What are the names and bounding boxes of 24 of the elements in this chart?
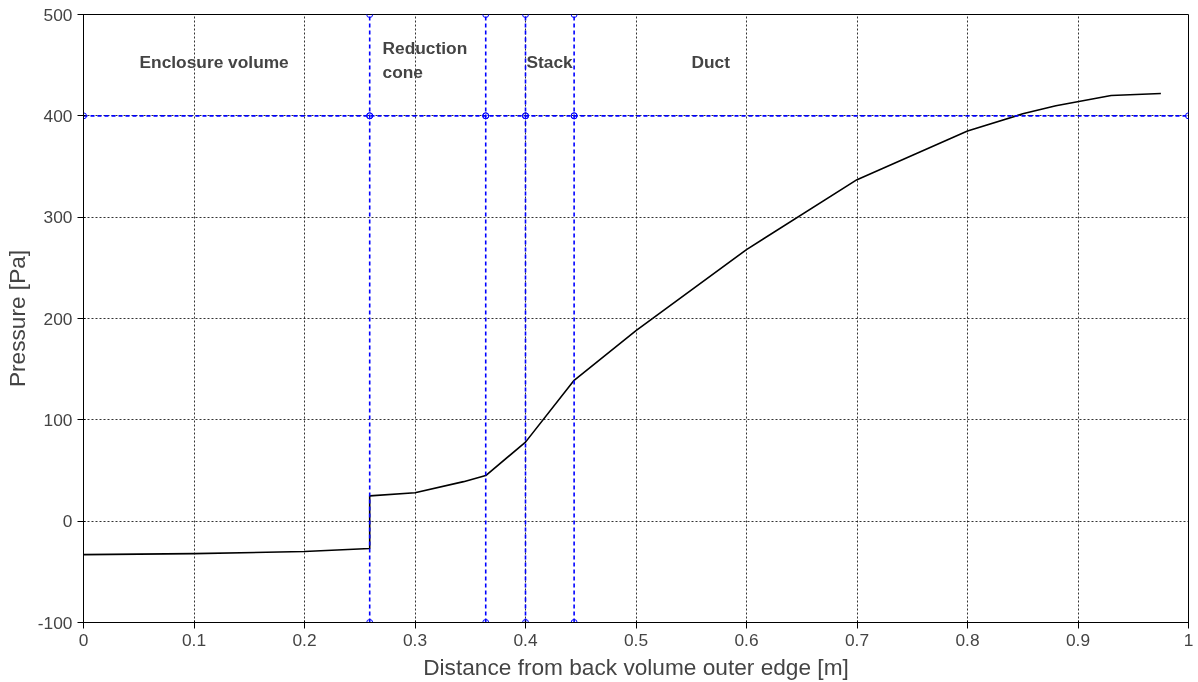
x-axis-title: Distance from back volume outer edge [m] [423, 653, 849, 680]
annotation: Duct [691, 51, 731, 72]
x-tick-label: 0.4 [513, 629, 538, 650]
y-tick-label: 100 [43, 409, 73, 430]
annotation: Stack [526, 51, 574, 72]
y-tick-label: 200 [43, 308, 73, 329]
y-axis-title: Pressure [Pa] [3, 249, 30, 388]
x-tick-label: 0.1 [181, 629, 207, 650]
x-tick-label: 0.6 [734, 629, 759, 650]
x-tick-label: 0 [78, 629, 89, 650]
x-tick-label: 0.9 [1065, 629, 1091, 650]
x-tick-label: 0.8 [955, 629, 980, 650]
y-tick-label: 400 [43, 105, 73, 126]
y-tick-label: -100 [37, 612, 73, 633]
y-tick-label: 500 [43, 4, 73, 25]
y-tick-label: 300 [43, 207, 73, 228]
x-tick-label: 0.5 [623, 629, 649, 650]
y-tick-label: 0 [62, 511, 73, 532]
x-tick-label: 0.2 [292, 629, 317, 650]
x-tick-label: 1 [1183, 629, 1194, 650]
annotation: Reduction cone [382, 37, 468, 82]
x-tick-label: 0.7 [844, 629, 870, 650]
annotation: Enclosure volume [139, 51, 290, 72]
x-tick-label: 0.3 [402, 629, 428, 650]
